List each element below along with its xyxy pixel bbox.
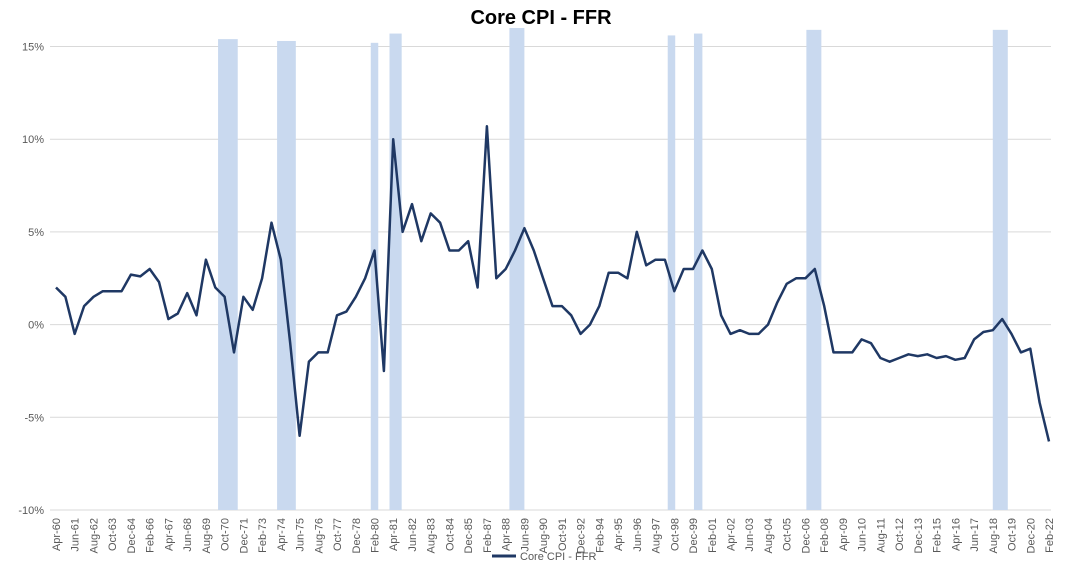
y-tick-label: 15% xyxy=(22,42,44,54)
x-tick-label: Apr-09 xyxy=(838,518,850,551)
x-tick-label: Jun-89 xyxy=(519,518,531,552)
data-line xyxy=(55,125,1051,442)
y-tick-label: 5% xyxy=(28,227,44,239)
x-tick-label: Oct-63 xyxy=(107,518,119,551)
x-tick-label: Oct-19 xyxy=(1007,518,1019,551)
recession-band xyxy=(509,28,525,510)
x-tick-label: Feb-80 xyxy=(370,518,382,553)
x-tick-label: Dec-13 xyxy=(913,518,925,553)
legend-label: Core CPI - FFR xyxy=(520,551,596,563)
x-tick-label: Aug-11 xyxy=(875,518,887,553)
x-tick-label: Apr-88 xyxy=(501,518,513,551)
x-tick-label: Apr-67 xyxy=(163,518,175,551)
y-tick-label: -10% xyxy=(18,505,44,517)
y-tick-label: 10% xyxy=(22,134,44,146)
x-tick-label: Apr-60 xyxy=(51,518,63,551)
recession-band xyxy=(370,42,379,510)
recession-band xyxy=(277,40,296,510)
x-tick-label: Dec-20 xyxy=(1025,518,1037,553)
x-tick-label: Feb-94 xyxy=(594,518,606,553)
x-tick-label: Aug-18 xyxy=(988,518,1000,553)
recession-band xyxy=(218,39,238,510)
x-tick-label: Dec-92 xyxy=(576,518,588,553)
x-tick-label: Jun-17 xyxy=(969,518,981,552)
x-tick-label: Feb-22 xyxy=(1044,518,1056,553)
x-tick-label: Aug-04 xyxy=(763,518,775,553)
x-tick-label: Jun-10 xyxy=(857,518,869,552)
x-tick-label: Jun-82 xyxy=(407,518,419,552)
x-tick-label: Dec-99 xyxy=(688,518,700,553)
x-tick-label: Feb-66 xyxy=(145,518,157,553)
x-tick-label: Oct-05 xyxy=(782,518,794,551)
x-tick-label: Feb-01 xyxy=(707,518,719,553)
recession-band xyxy=(389,33,402,511)
recession-band xyxy=(667,35,676,511)
x-tick-label: Oct-84 xyxy=(444,518,456,551)
x-tick-label: Apr-74 xyxy=(276,518,288,551)
x-tick-label: Feb-15 xyxy=(932,518,944,553)
x-tick-label: Oct-98 xyxy=(669,518,681,551)
x-tick-label: Dec-78 xyxy=(351,518,363,553)
x-tick-label: Aug-90 xyxy=(538,518,550,553)
x-tick-label: Aug-62 xyxy=(88,518,100,553)
chart-title: Core CPI - FFR xyxy=(470,7,612,29)
x-tick-label: Apr-95 xyxy=(613,518,625,551)
x-tick-label: Aug-76 xyxy=(313,518,325,553)
x-tick-label: Jun-75 xyxy=(295,518,307,552)
x-tick-label: Feb-08 xyxy=(819,518,831,553)
y-tick-label: -5% xyxy=(24,412,44,424)
x-tick-label: Dec-71 xyxy=(238,518,250,553)
x-tick-label: Dec-85 xyxy=(463,518,475,553)
x-tick-label: Apr-02 xyxy=(725,518,737,551)
x-tick-label: Oct-77 xyxy=(332,518,344,551)
x-tick-label: Jun-96 xyxy=(632,518,644,552)
x-tick-label: Aug-69 xyxy=(201,518,213,553)
x-tick-label: Feb-73 xyxy=(257,518,269,553)
x-tick-label: Jun-68 xyxy=(182,518,194,552)
x-tick-label: Oct-91 xyxy=(557,518,569,551)
x-tick-label: Dec-06 xyxy=(800,518,812,553)
x-tick-label: Apr-81 xyxy=(388,518,400,551)
x-tick-label: Aug-97 xyxy=(651,518,663,553)
x-tick-label: Jun-61 xyxy=(70,518,82,552)
x-tick-label: Apr-16 xyxy=(950,518,962,551)
y-tick-label: 0% xyxy=(28,320,44,332)
x-tick-label: Feb-87 xyxy=(482,518,494,553)
x-tick-label: Oct-12 xyxy=(894,518,906,551)
x-tick-label: Oct-70 xyxy=(220,518,232,551)
x-tick-label: Jun-03 xyxy=(744,518,756,552)
recession-band xyxy=(992,29,1008,510)
recession-band xyxy=(693,33,703,511)
x-tick-label: Aug-83 xyxy=(426,518,438,553)
x-tick-label: Dec-64 xyxy=(126,518,138,553)
